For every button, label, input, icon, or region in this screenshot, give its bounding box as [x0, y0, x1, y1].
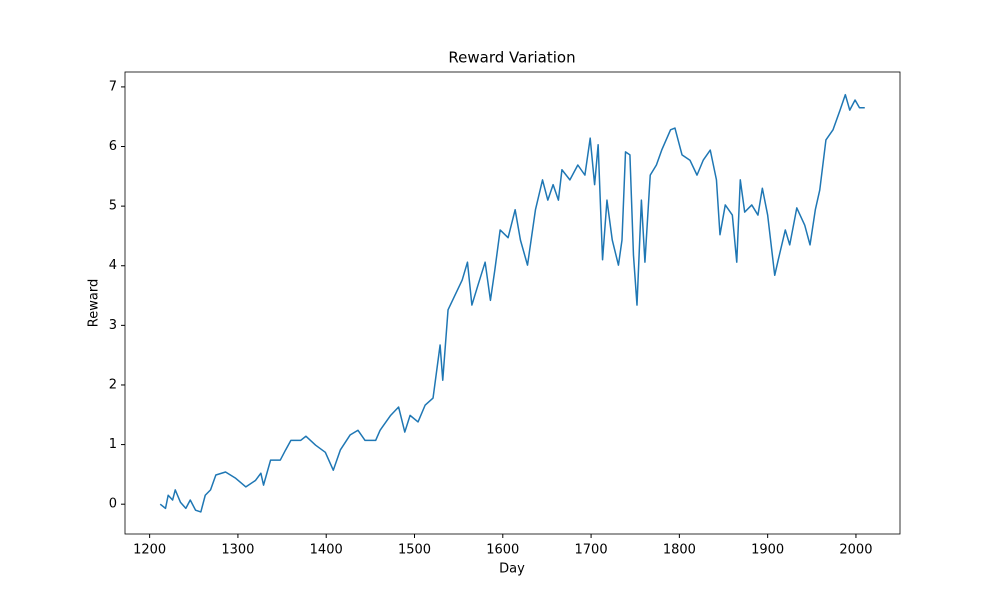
x-tick-label: 1800 — [663, 543, 696, 558]
x-tick-label: 1400 — [310, 543, 343, 558]
x-tick-label: 1200 — [133, 543, 166, 558]
y-tick-label: 5 — [109, 199, 117, 214]
line — [159, 93, 865, 513]
x-tick-label: 2000 — [839, 543, 872, 558]
x-tick-label: 1700 — [575, 543, 608, 558]
y-tick-label: 4 — [109, 258, 117, 273]
x-tick-label: 1300 — [221, 543, 254, 558]
x-tick-label: 1900 — [751, 543, 784, 558]
y-tick-label: 2 — [109, 377, 117, 392]
y-tick-label: 7 — [109, 79, 117, 94]
y-tick-label: 1 — [109, 437, 117, 452]
y-axis-label: Reward — [87, 279, 102, 327]
x-tick-label: 1600 — [486, 543, 519, 558]
plot-frame — [124, 71, 901, 535]
x-axis-label: Day — [499, 562, 525, 577]
y-tick-label: 0 — [109, 497, 117, 512]
chart-title: Reward Variation — [448, 49, 575, 67]
y-tick-label: 3 — [109, 318, 117, 333]
y-tick-label: 6 — [109, 139, 117, 154]
x-tick-label: 1500 — [398, 543, 431, 558]
